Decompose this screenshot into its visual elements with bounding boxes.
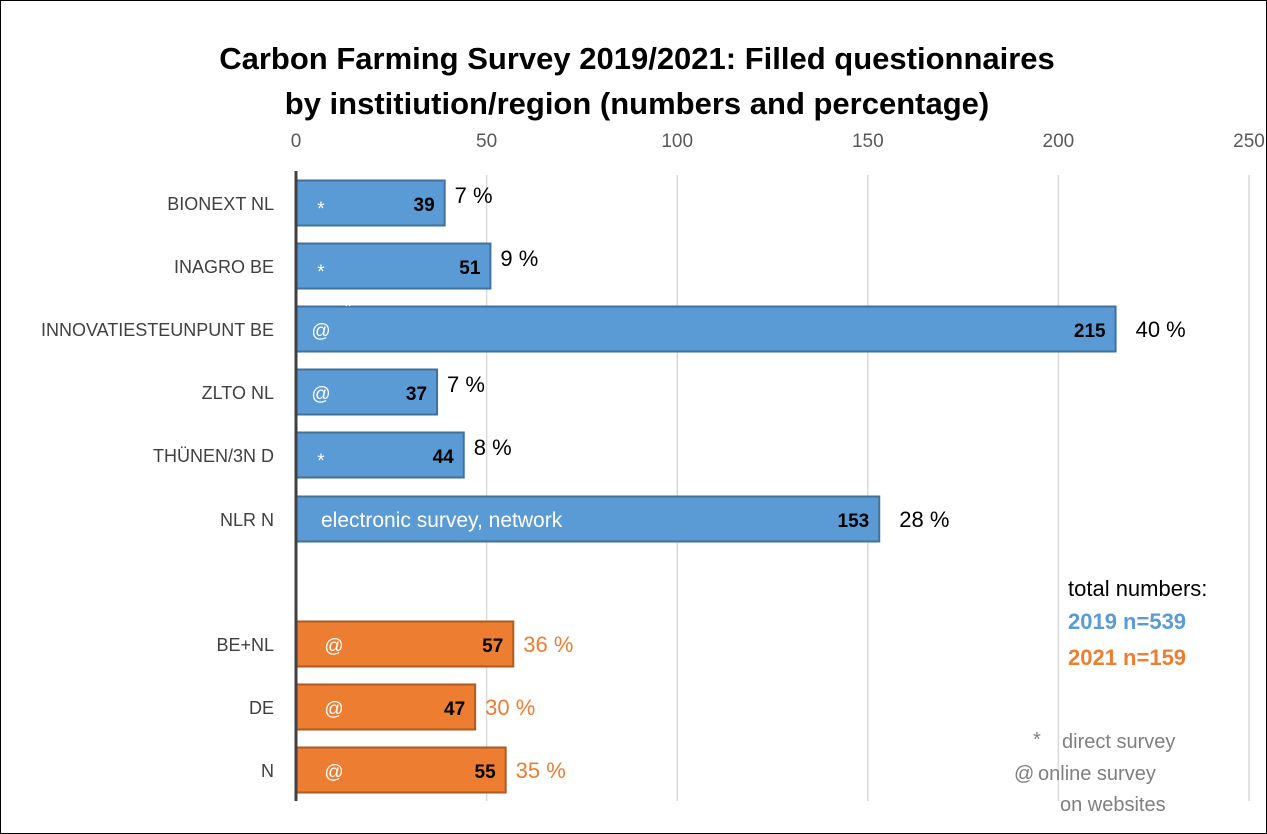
- value-label: 47: [444, 699, 465, 720]
- bar-row: NLR N electronic survey, network 153 28 %: [220, 495, 949, 543]
- bar: [295, 305, 1117, 353]
- x-axis-ticks: 0 50 100 150 200 250: [291, 131, 1265, 152]
- bar: [295, 368, 439, 416]
- bar-marker: *: [317, 262, 325, 283]
- bar-row: INNOVATIESTEUNPUNT BE @ * 215 40 %: [41, 297, 1186, 353]
- legend-symbol-direct: *: [1033, 729, 1041, 751]
- value-label: 39: [414, 195, 435, 216]
- bar-marker: @: [311, 321, 330, 342]
- category-label: BE+NL: [216, 635, 274, 655]
- legend-text-direct: direct survey: [1062, 731, 1175, 753]
- category-label: INAGRO BE: [174, 257, 274, 277]
- totals-box: total numbers: 2019 n=539 2021 n=159: [1068, 576, 1207, 670]
- bar: [295, 683, 477, 731]
- x-tick-label: 0: [291, 131, 302, 152]
- bar-extra-marker: *: [344, 297, 352, 318]
- bar-note: electronic survey, network: [321, 509, 563, 532]
- category-label: INNOVATIESTEUNPUNT BE: [41, 320, 274, 340]
- bar: [295, 620, 515, 668]
- totals-2021: 2021 n=159: [1068, 645, 1186, 670]
- value-label: 37: [406, 384, 427, 405]
- category-label: THÜNEN/3N D: [153, 446, 274, 466]
- title-line-2: by institiution/region (numbers and perc…: [285, 86, 989, 121]
- legend: * direct survey @ online survey on websi…: [1014, 729, 1175, 816]
- percent-label: 35 %: [516, 758, 566, 783]
- bar-row: INAGRO BE * 51 9 %: [174, 242, 538, 290]
- x-tick-label: 150: [852, 131, 884, 152]
- percent-label: 30 %: [485, 695, 535, 720]
- bar: [295, 431, 465, 479]
- totals-2019: 2019 n=539: [1068, 609, 1186, 634]
- percent-label: 40 %: [1136, 317, 1186, 342]
- value-label: 57: [482, 636, 503, 657]
- bar-row: ZLTO NL @37 7 %: [202, 368, 485, 416]
- percent-label: 9 %: [500, 246, 538, 271]
- category-label: DE: [249, 698, 274, 718]
- bar-row: DE @47 30 %: [249, 683, 535, 731]
- bar-row: N @55 35 %: [261, 746, 566, 794]
- legend-text-online: online survey: [1038, 763, 1156, 785]
- value-label: 215: [1074, 321, 1106, 342]
- bar-row: BE+NL @57 36 %: [216, 620, 573, 668]
- x-tick-label: 250: [1233, 131, 1265, 152]
- gridlines: [485, 175, 1250, 801]
- chart-title: Carbon Farming Survey 2019/2021: Filled …: [219, 41, 1055, 121]
- category-label: N: [261, 761, 274, 781]
- bar-marker: @: [311, 384, 330, 405]
- percent-label: 36 %: [523, 632, 573, 657]
- legend-text-websites: on websites: [1060, 794, 1166, 816]
- bar-marker: *: [317, 451, 325, 472]
- category-label: NLR N: [220, 510, 274, 530]
- x-tick-label: 50: [476, 131, 497, 152]
- value-label: 51: [459, 258, 481, 279]
- totals-label: total numbers:: [1068, 576, 1207, 601]
- legend-symbol-online: @: [1014, 763, 1034, 785]
- category-label: BIONEXT NL: [167, 194, 274, 214]
- bar-row: BIONEXT NL * 39 7 %: [167, 179, 493, 227]
- x-tick-label: 100: [661, 131, 693, 152]
- bar: [295, 746, 507, 794]
- percent-label: 7 %: [447, 372, 485, 397]
- bar-row: THÜNEN/3N D * 44 8 %: [153, 431, 512, 479]
- percent-label: 7 %: [455, 183, 493, 208]
- value-label: 44: [433, 447, 455, 468]
- category-label: ZLTO NL: [202, 383, 274, 403]
- bar: [295, 179, 446, 227]
- bar-marker: @: [324, 636, 343, 657]
- bar-marker: @: [324, 762, 343, 783]
- value-label: 153: [838, 511, 870, 532]
- bar: [295, 495, 881, 543]
- x-tick-label: 200: [1043, 131, 1075, 152]
- bars: BIONEXT NL * 39 7 % INAGRO BE * 51 9 % INNOVATIE…: [41, 179, 1186, 794]
- percent-label: 8 %: [474, 435, 512, 460]
- bar-marker: @: [324, 699, 343, 720]
- value-label: 55: [475, 762, 497, 783]
- title-line-1: Carbon Farming Survey 2019/2021: Filled …: [219, 41, 1055, 76]
- bar-marker: *: [317, 199, 325, 220]
- percent-label: 28 %: [899, 507, 949, 532]
